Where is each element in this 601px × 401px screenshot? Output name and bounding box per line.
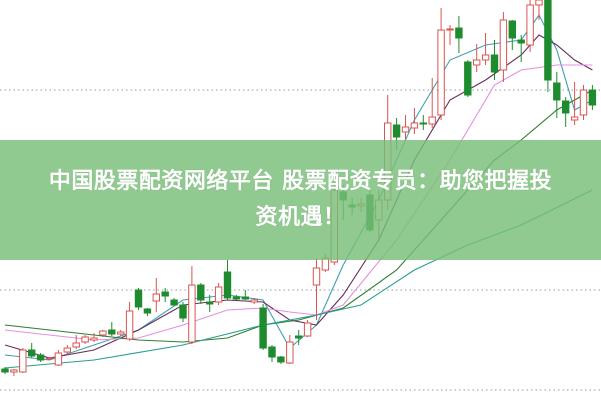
candle-down xyxy=(179,304,187,319)
banner-title-line-2: 资机遇！ xyxy=(255,205,346,230)
candle-down xyxy=(108,329,116,335)
candle-up xyxy=(214,286,223,303)
candle-down xyxy=(161,291,169,297)
candle-up xyxy=(437,29,445,116)
candle-down xyxy=(277,356,285,363)
candle-down xyxy=(544,0,552,81)
candle-down xyxy=(143,308,152,314)
candle-down xyxy=(553,82,561,101)
candle-down xyxy=(419,122,428,125)
candle-up xyxy=(45,357,54,360)
candle-up xyxy=(570,116,579,121)
candle-up xyxy=(90,337,98,341)
candle-down xyxy=(1,368,9,373)
candle-up xyxy=(481,54,490,61)
candle-down xyxy=(36,354,45,361)
candle-up xyxy=(63,347,71,353)
candle-down xyxy=(134,289,143,308)
candle-up xyxy=(286,341,294,364)
candle-down xyxy=(197,284,205,301)
candle-up xyxy=(579,89,588,116)
candle-up xyxy=(401,126,410,133)
candle-up xyxy=(526,4,534,46)
candle-down xyxy=(508,20,517,39)
candle-up xyxy=(473,59,481,66)
candle-down xyxy=(232,296,241,300)
candle-up xyxy=(446,28,454,31)
candle-down xyxy=(295,335,303,339)
candle-up xyxy=(499,19,508,71)
candle-down xyxy=(455,27,463,39)
candle-down xyxy=(562,100,570,114)
banner-title-line-1: 中国股票配资网络平台 股票配资专员：助您把握投 xyxy=(48,169,553,194)
candle-up xyxy=(152,293,161,302)
candle-down xyxy=(392,124,401,138)
candle-down xyxy=(28,349,36,357)
candle-up xyxy=(535,0,543,6)
candle-up xyxy=(81,336,89,343)
candle-down xyxy=(259,307,267,349)
candle-down xyxy=(206,301,214,305)
candle-up xyxy=(303,322,312,337)
candle-up xyxy=(125,310,134,340)
candle-up xyxy=(428,116,436,125)
candle-up xyxy=(312,267,321,286)
candle-down xyxy=(170,299,178,306)
candle-up xyxy=(188,284,196,343)
candle-up xyxy=(99,330,107,336)
candle-down xyxy=(490,54,499,73)
title-banner: 中国股票配资网络平台 股票配资专员：助您把握投 资机遇！ xyxy=(0,140,601,260)
candle-down xyxy=(223,271,232,299)
candle-up xyxy=(72,342,80,348)
candle-up xyxy=(19,349,27,373)
candle-down xyxy=(588,89,597,106)
candle-down xyxy=(241,296,250,300)
candle-down xyxy=(517,39,525,44)
candle-down xyxy=(464,61,472,96)
moving-average-line xyxy=(4,34,593,359)
candle-up xyxy=(54,352,63,366)
candle-up xyxy=(250,299,258,303)
candle-up xyxy=(10,369,18,373)
candle-down xyxy=(268,346,276,358)
candle-up xyxy=(117,331,125,335)
candle-up xyxy=(410,122,419,129)
